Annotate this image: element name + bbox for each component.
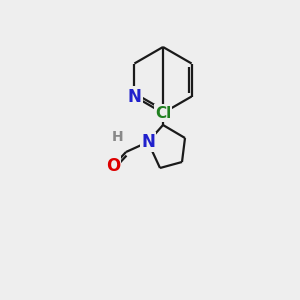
Text: O: O	[106, 157, 120, 175]
Text: H: H	[112, 130, 124, 144]
Text: N: N	[128, 88, 141, 106]
Text: N: N	[141, 133, 155, 151]
Text: Cl: Cl	[155, 106, 171, 121]
